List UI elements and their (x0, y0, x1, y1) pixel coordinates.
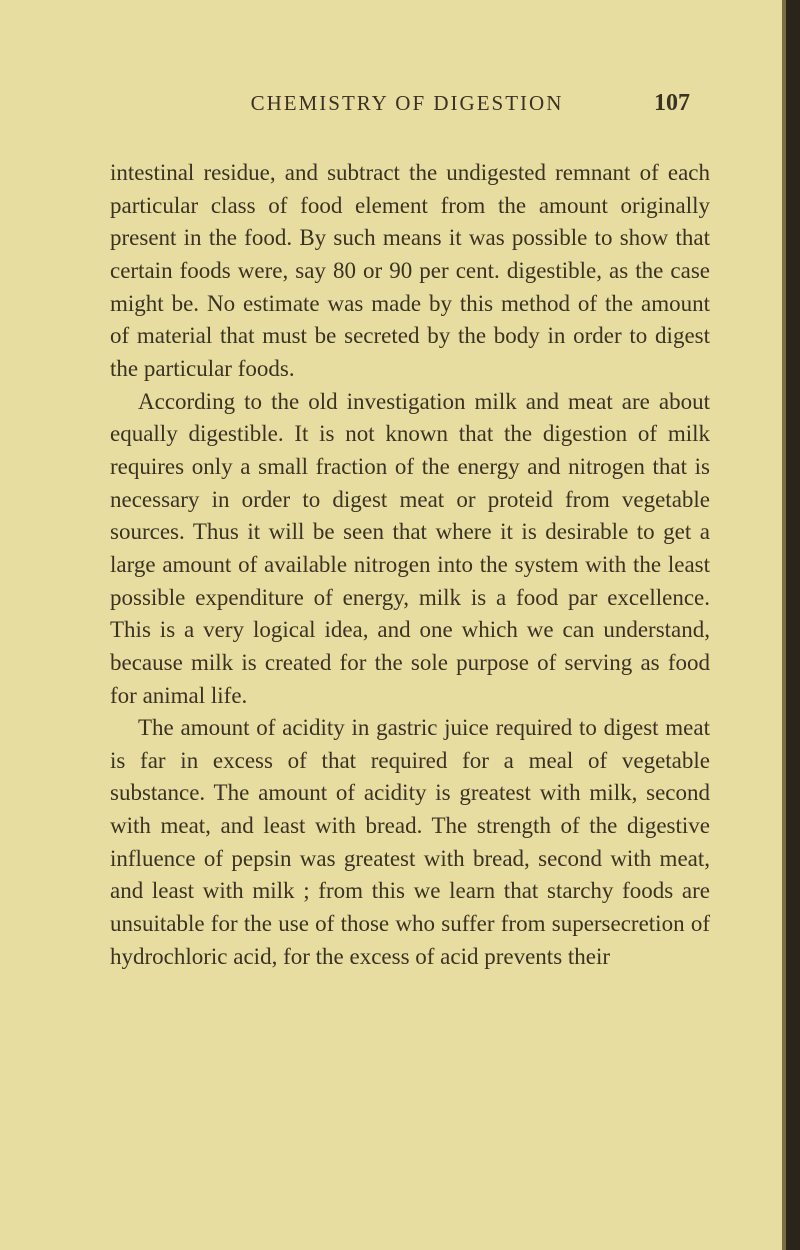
book-page: CHEMISTRY OF DIGESTION 107 intestinal re… (0, 0, 800, 1250)
page-edge-light (782, 0, 786, 1250)
page-header: CHEMISTRY OF DIGESTION 107 (110, 90, 710, 117)
running-header: CHEMISTRY OF DIGESTION (160, 91, 654, 116)
page-edge-dark (786, 0, 800, 1250)
paragraph: intestinal residue, and subtract the und… (110, 157, 710, 386)
body-text: intestinal residue, and subtract the und… (110, 157, 710, 973)
paragraph: According to the old investigation milk … (110, 386, 710, 713)
paragraph: The amount of acidity in gastric juice r… (110, 712, 710, 973)
page-number: 107 (654, 90, 690, 117)
